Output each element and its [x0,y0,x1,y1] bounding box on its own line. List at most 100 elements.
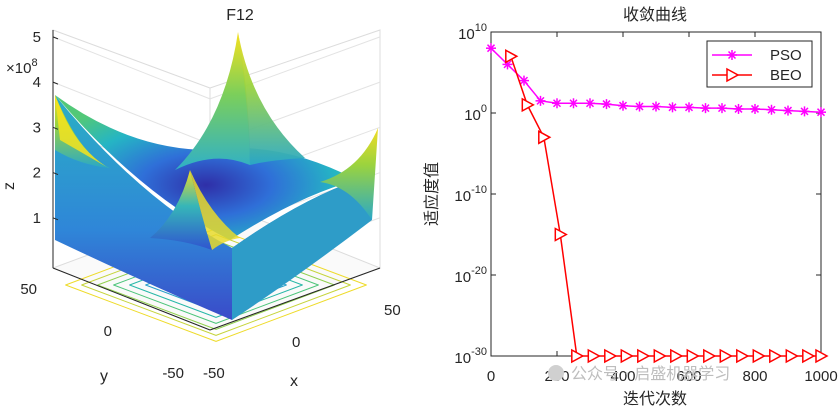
z-gridline-left [52,36,211,100]
data-point-pso [766,104,777,115]
surface-peak-back-right [238,32,305,165]
surface-peak-front [150,170,212,250]
y-tick-50: 50 [20,281,37,298]
data-point-beo [703,348,717,364]
z-ticks: 1 2 3 4 5 [33,29,59,227]
data-point-pso [717,103,727,114]
z-tick-label: 5 [33,29,41,46]
data-point-beo [670,348,684,364]
convergence-x-label: 迭代次数 [623,389,687,407]
data-point-pso [585,98,595,109]
data-point-beo [505,49,519,64]
x-tick-label: 800 [742,368,767,385]
x-tick-label: 400 [610,368,635,385]
surface-right-face [232,180,372,320]
data-point-pso [486,43,496,54]
legend-box [706,40,813,88]
z-tick-label: 4 [33,74,41,91]
y-axis-line [52,267,211,331]
z-tick-mark [52,172,59,176]
surface-peak-front-right [190,170,240,250]
z-gridline-left [52,81,211,145]
z-tick-mark [52,81,59,85]
z-tick-mark [52,36,59,40]
surface-mesh [55,32,378,320]
x-tick-label: 600 [676,368,701,385]
watermark-icon [548,365,564,381]
surface-front-face [55,95,357,320]
data-point-pso [651,101,661,112]
x-tick-label: 1000 [804,368,837,385]
surface-peak-right [320,128,378,220]
surface-bowl [55,95,357,240]
data-point-pso [733,103,744,114]
y-tick-label: 1010 [458,22,487,43]
data-point-pso [618,100,628,111]
z-tick-label: 2 [33,165,41,182]
data-point-beo [815,348,829,364]
legend-pso-label: PSO [770,47,802,64]
data-point-beo [521,97,535,113]
watermark: 公众号 · 启盛机器学习 [548,364,730,383]
surface-title: F12 [226,7,254,24]
legend-beo-marker [726,67,740,83]
data-point-beo [785,348,799,364]
data-point-beo [769,348,783,364]
data-point-beo [604,348,618,364]
legend-beo-label: BEO [770,67,802,84]
y-tick-label: 10-20 [454,265,487,286]
z-tick-label: 3 [33,119,41,136]
data-point-pso [816,107,826,118]
z-axis-label: z [1,182,18,190]
y-tick-0: 0 [104,323,112,340]
data-point-beo [571,348,585,364]
watermark-text: 公众号 · 启盛机器学习 [571,364,730,383]
y-axis-label: y [100,368,108,385]
y-tick-neg50: -50 [162,365,184,382]
surface-peak-left-tip [55,95,112,170]
data-point-pso [519,75,529,86]
surface-peak-back [175,32,250,170]
data-point-pso [684,102,694,113]
y-tick-label: 10-30 [454,346,487,367]
series-pso [486,43,826,118]
data-point-beo [637,348,651,364]
data-point-pso [535,95,546,106]
legend: PSO BEO [706,40,813,88]
convergence-y-label: 适应度值 [422,162,441,226]
data-point-pso [667,102,678,113]
y-axis-ticks: 1010 100 10-10 10-20 10-30 [454,22,821,367]
data-point-beo [538,130,552,145]
data-point-beo [719,348,733,364]
data-point-pso [799,106,810,117]
z-tick-mark [52,217,59,221]
data-point-pso [552,98,562,109]
y-tick-label: 100 [464,103,487,124]
convergence-title: 收敛曲线 [623,5,687,24]
x-tick-neg50: -50 [203,365,225,382]
data-point-beo [653,348,667,364]
data-point-pso [601,99,612,110]
surface-plot: F12 1 2 3 4 5 [1,7,401,390]
z-tick-label: 1 [33,210,41,227]
data-point-beo [587,348,601,364]
surface-axes [52,30,381,331]
x-tick-label: 0 [487,368,495,385]
data-point-pso [568,98,579,109]
data-point-pso [750,103,760,114]
data-point-beo [802,348,816,364]
z-tick-mark [52,126,59,130]
data-point-beo [620,348,634,364]
data-point-beo [686,348,700,364]
data-point-beo [736,348,750,364]
data-point-beo [554,227,568,242]
x-axis-line [209,267,381,331]
series-beo [505,49,829,364]
data-point-beo [752,348,766,364]
x-tick-0: 0 [292,334,300,351]
z-multiplier: ×108 [6,57,38,77]
surface-peak-left [55,95,110,168]
x-tick-50: 50 [384,302,401,319]
